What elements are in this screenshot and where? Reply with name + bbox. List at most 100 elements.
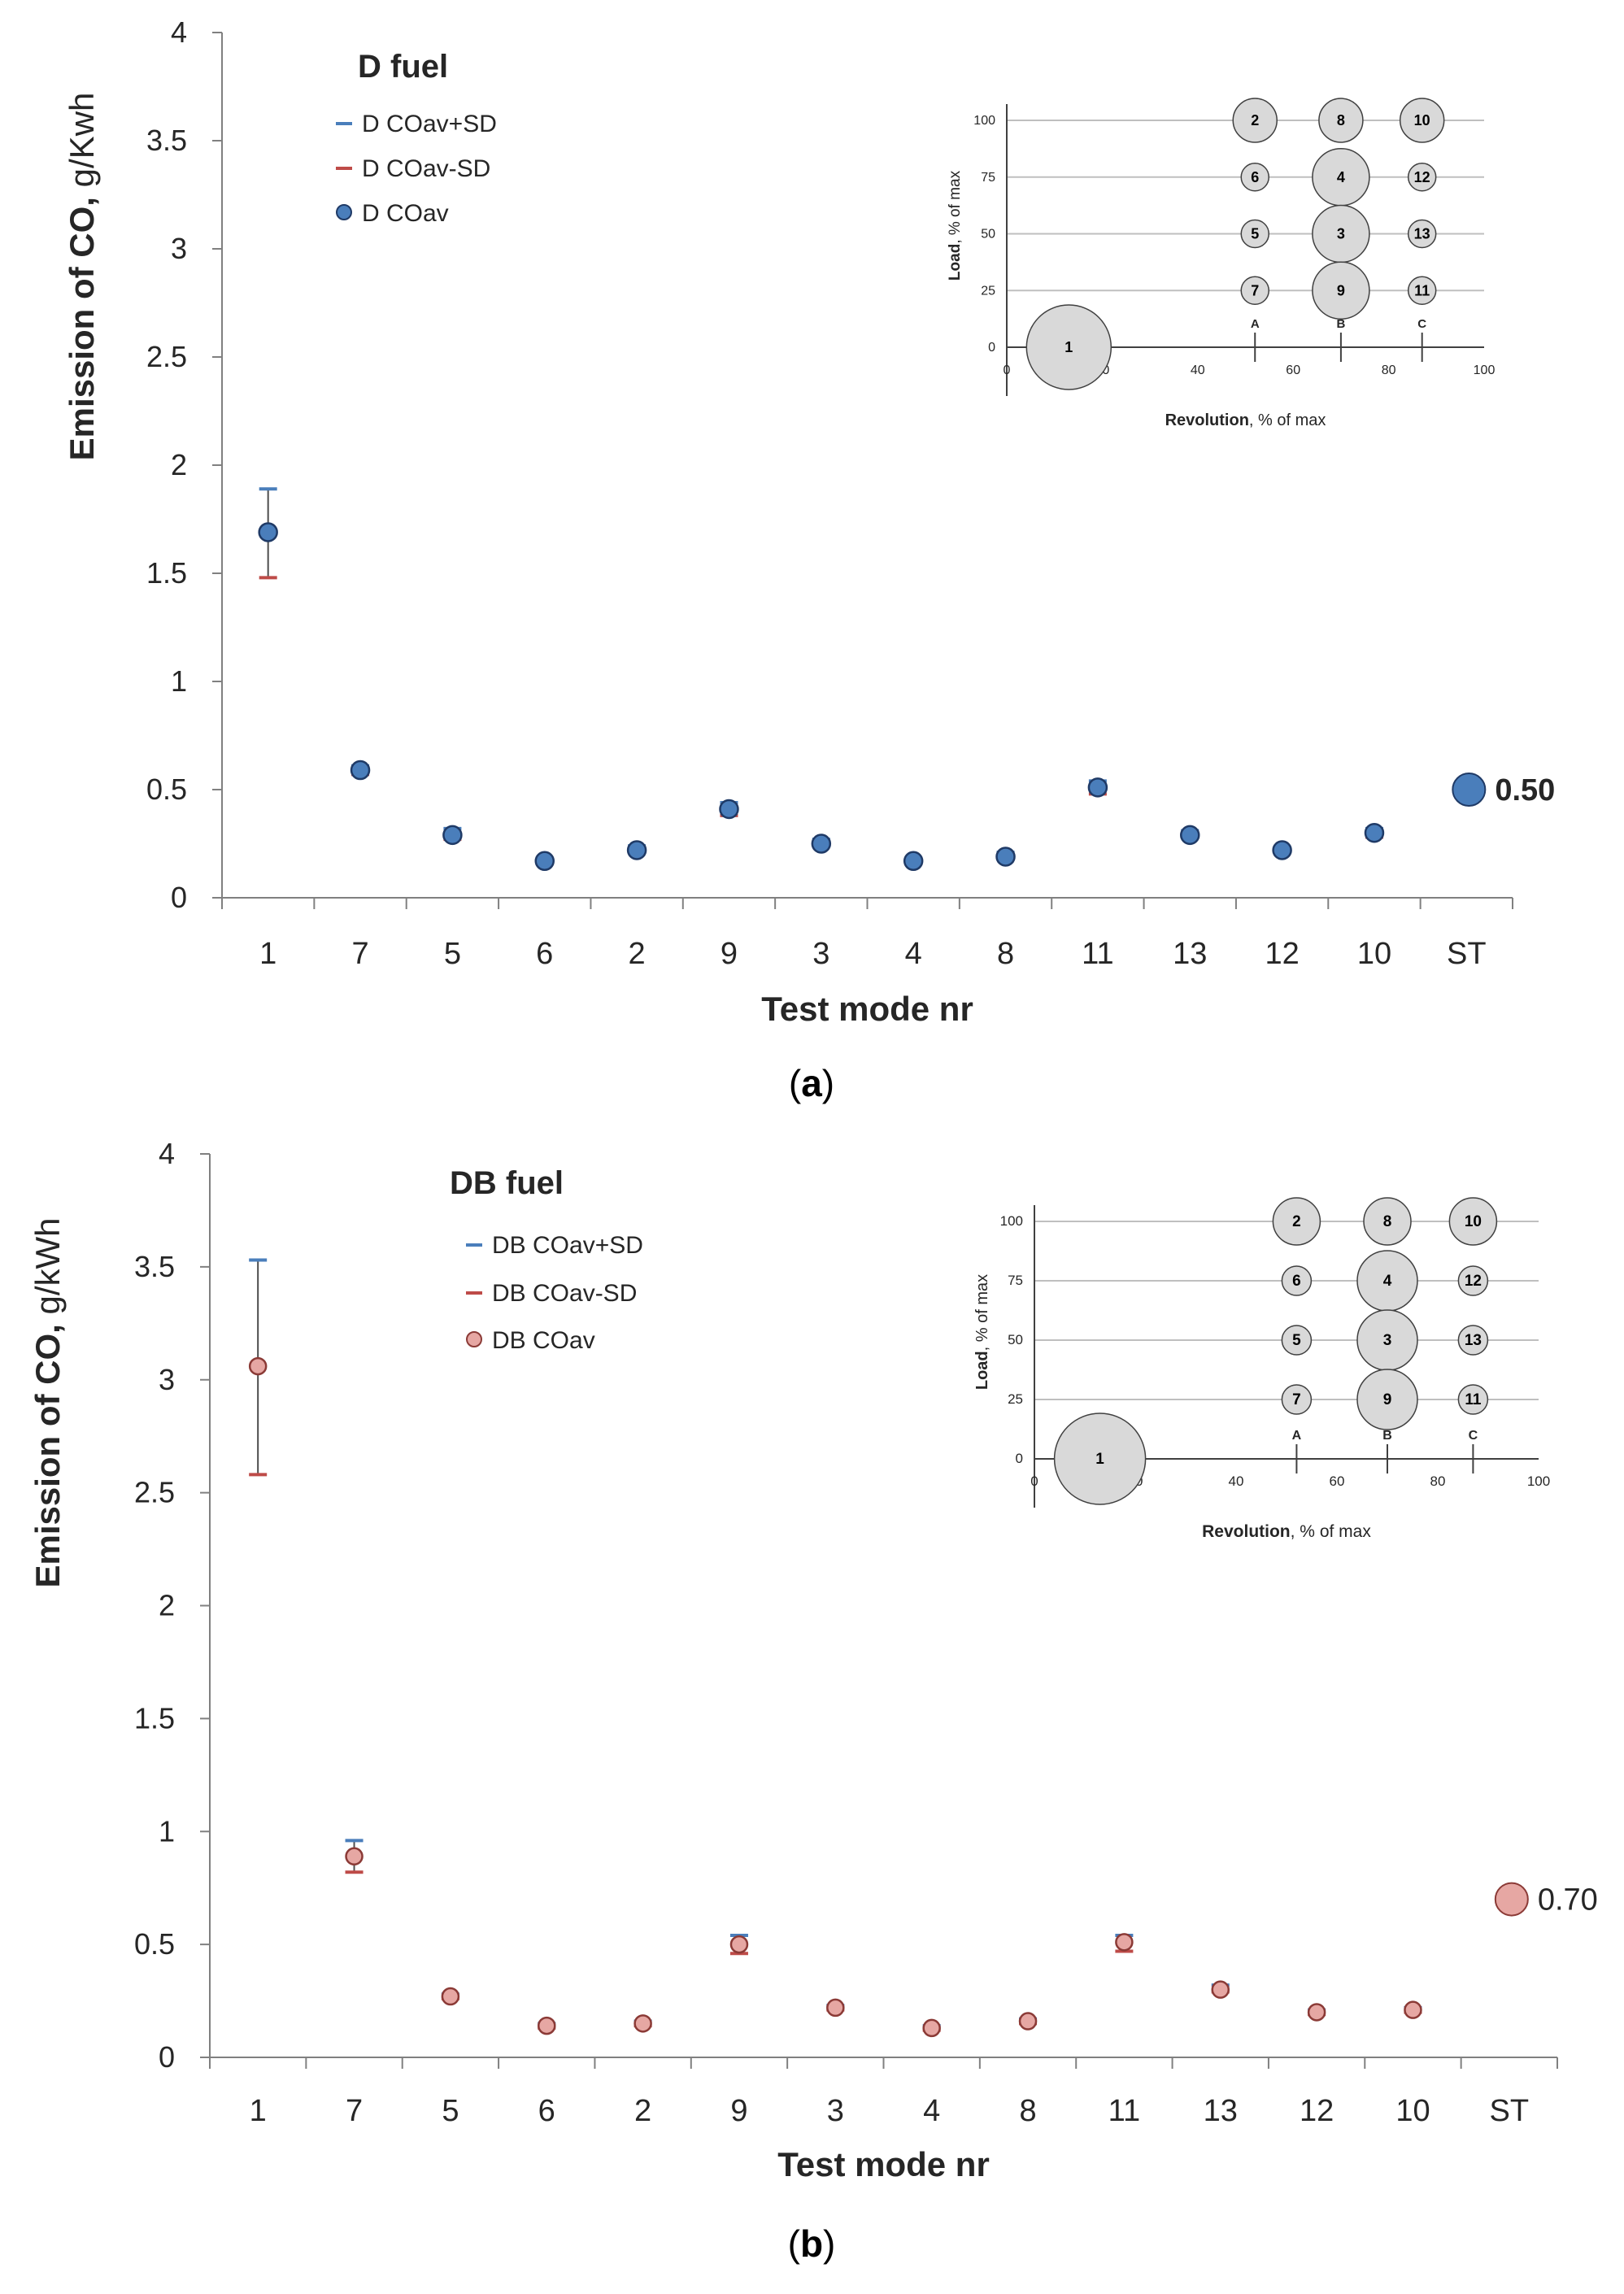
inset-mode-label: 8 — [1383, 1213, 1392, 1230]
inset-mode-bubble — [1457, 1384, 1489, 1415]
panel-label-open: ( — [788, 2222, 801, 2265]
inset-mode-bubble — [1240, 276, 1269, 305]
inset-bubble-diagram: 0255075100020406080100ABC128106412531379… — [973, 1197, 1550, 1541]
x-axis-title: Test mode nr — [761, 990, 973, 1028]
inset-y-tick-label: 100 — [973, 114, 995, 128]
inset-mode-bubble — [1053, 1413, 1147, 1505]
inset-mode-label: 7 — [1292, 1391, 1301, 1408]
y-tick-label: 2.5 — [134, 1476, 175, 1509]
y-tick-label: 2 — [171, 448, 187, 481]
y-tick-label: 1.5 — [134, 1701, 175, 1735]
inset-mode-bubble — [1399, 98, 1445, 143]
chart-panel-b: 00.511.522.533.541 7 5 6 2 9 3 4 8 11 13 12 10 STTest… — [28, 1137, 1598, 2265]
data-point — [1404, 2000, 1422, 2019]
x-tick-label: 6 — [538, 2094, 555, 2128]
x-tick-label: 7 — [351, 937, 368, 971]
inset-mode-label: 6 — [1292, 1273, 1301, 1290]
y-tick-label: 4 — [159, 1137, 175, 1170]
inset-mode-label: 12 — [1465, 1273, 1482, 1290]
inset-y-axis-title-rest: , % of max — [947, 170, 964, 243]
panel-label-open: ( — [789, 1062, 802, 1104]
x-tick-label: 10 — [1357, 937, 1391, 971]
inset-mode-bubble — [1240, 219, 1269, 249]
legend-marker-swatch — [466, 1331, 482, 1347]
data-point — [1272, 840, 1292, 860]
y-axis-title: Emission of CO, g/Kwh — [63, 93, 101, 461]
inset-speed-label: B — [1382, 1429, 1392, 1443]
data-point — [811, 834, 832, 854]
inset-x-tick-label: 60 — [1286, 363, 1300, 377]
x-tick-label: 9 — [721, 937, 738, 971]
inset-mode-label: 2 — [1292, 1213, 1301, 1230]
legend-label: DB COav+SD — [492, 1232, 643, 1259]
data-point — [441, 1987, 460, 2006]
panel-label-close: ) — [823, 2222, 835, 2265]
y-tick-label: 0 — [171, 881, 187, 914]
inset-mode-label: 7 — [1251, 282, 1259, 298]
inset-mode-label: 11 — [1414, 282, 1430, 298]
x-tick-label: 3 — [827, 2094, 844, 2128]
legend-marker-swatch — [336, 204, 352, 220]
inset-y-tick-label: 25 — [981, 284, 995, 298]
y-tick-label: 2 — [159, 1589, 175, 1622]
inset-y-axis-title: Load, % of max — [947, 170, 964, 281]
x-tick-label: 10 — [1395, 2094, 1430, 2128]
inset-mode-label: 3 — [1337, 226, 1345, 242]
x-tick-label: 13 — [1173, 937, 1207, 971]
inset-y-tick-label: 0 — [1016, 1451, 1023, 1466]
y-tick-label: 3.5 — [146, 124, 187, 157]
inset-y-axis-title-main: Load — [947, 244, 964, 281]
legend-label: DB COav-SD — [492, 1280, 637, 1307]
inset-x-axis-title-rest: , % of max — [1291, 1522, 1372, 1541]
x-tick-label: 3 — [812, 937, 829, 971]
x-tick-label: 6 — [536, 937, 553, 971]
inset-mode-bubble — [1272, 1197, 1321, 1246]
inset-y-axis-title: Load, % of max — [973, 1274, 991, 1390]
x-tick-label: ST — [1490, 2094, 1530, 2128]
inset-mode-label: 11 — [1465, 1391, 1482, 1408]
inset-mode-label: 12 — [1414, 169, 1430, 185]
x-tick-label: 5 — [444, 937, 461, 971]
inset-mode-bubble — [1356, 1369, 1418, 1430]
x-tick-label: 12 — [1300, 2094, 1334, 2128]
inset-y-tick-label: 100 — [1000, 1213, 1023, 1229]
y-tick-label: 3 — [171, 232, 187, 265]
x-tick-label: 4 — [905, 937, 922, 971]
y-tick-label: 2.5 — [146, 340, 187, 373]
data-point — [534, 851, 555, 872]
inset-mode-label: 3 — [1383, 1332, 1392, 1349]
inset-speed-label: C — [1469, 1429, 1478, 1443]
data-point — [1180, 825, 1200, 846]
panel-label-letter: a — [801, 1062, 822, 1104]
inset-x-tick-label: 80 — [1430, 1473, 1446, 1489]
inset-speed-label: B — [1336, 317, 1345, 331]
legend-label: DB COav — [492, 1327, 595, 1354]
y-axis-title-main: Emission of CO, — [28, 1314, 67, 1587]
inset-y-tick-label: 75 — [1008, 1273, 1023, 1288]
chart-title: DB fuel — [450, 1165, 564, 1201]
y-axis-title-main: Emission of CO, — [63, 187, 101, 460]
inset-mode-bubble — [1232, 98, 1278, 143]
inset-x-axis-title-main: Revolution — [1165, 411, 1249, 429]
inset-mode-label: 4 — [1337, 169, 1345, 185]
panel-label: (a) — [789, 1062, 834, 1104]
data-point — [922, 2018, 941, 2038]
inset-mode-bubble — [1240, 163, 1269, 192]
inset-y-tick-label: 0 — [988, 341, 995, 355]
panel-label-letter: b — [800, 2222, 823, 2265]
inset-mode-label: 6 — [1251, 169, 1259, 185]
inset-mode-label: 1 — [1065, 339, 1073, 355]
data-point — [1115, 1933, 1134, 1952]
y-axis-title: Emission of CO, g/kWh — [28, 1217, 67, 1587]
inset-y-axis-title-main: Load — [973, 1351, 991, 1390]
data-point — [345, 1847, 364, 1866]
inset-mode-bubble — [1318, 98, 1364, 143]
data-point — [719, 799, 739, 820]
inset-mode-bubble — [1312, 261, 1370, 320]
y-axis-title-unit: g/Kwh — [63, 93, 101, 188]
x-tick-label: 8 — [1019, 2094, 1036, 2128]
inset-y-tick-label: 25 — [1008, 1391, 1023, 1407]
inset-y-axis-title-rest: , % of max — [973, 1274, 991, 1351]
st-marker — [1494, 1882, 1529, 1917]
